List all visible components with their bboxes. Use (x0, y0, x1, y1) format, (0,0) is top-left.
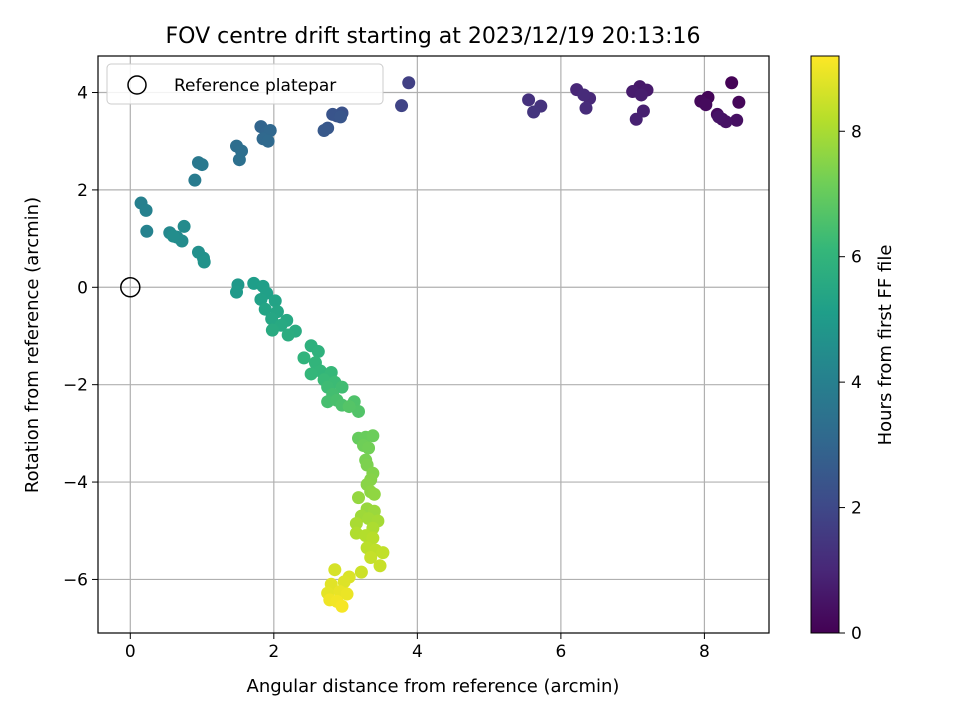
data-point (376, 546, 390, 560)
reference-platepar-marker (120, 277, 141, 298)
data-point (265, 312, 279, 326)
plot-grid (98, 56, 769, 633)
data-points (134, 76, 746, 613)
data-point (317, 123, 331, 137)
colorbar-tick-label: 4 (851, 373, 862, 393)
colorbar-tick-label: 6 (851, 248, 862, 268)
data-point (340, 587, 354, 601)
legend-marker-reference (127, 75, 147, 95)
legend-box (106, 63, 384, 105)
x-tick-label: 0 (125, 642, 136, 662)
data-point (402, 76, 416, 90)
data-point (354, 565, 368, 579)
x-tick-label: 2 (268, 642, 279, 662)
data-point (268, 294, 282, 308)
legend-label-reference: Reference platepar (174, 76, 336, 96)
data-point (140, 224, 154, 238)
plot-frame (97, 55, 770, 634)
y-axis-ticks: −6 −4 −2 0 2 4 (63, 84, 98, 590)
data-point (730, 113, 744, 127)
data-point (522, 93, 536, 107)
data-point (177, 219, 191, 233)
y-tick-label: 2 (77, 181, 88, 201)
data-point (367, 487, 381, 501)
colorbar-tick-label: 2 (851, 499, 862, 519)
x-axis-ticks: 0 2 4 6 8 (125, 633, 710, 662)
legend: Reference platepar (106, 63, 384, 105)
colorbar-gradient (810, 55, 840, 634)
y-tick-label: 0 (77, 278, 88, 298)
data-point (254, 292, 268, 306)
data-point (258, 302, 272, 316)
data-point (373, 559, 387, 573)
data-point (334, 110, 348, 124)
y-tick-label: −4 (63, 473, 88, 493)
y-tick-label: 4 (77, 84, 88, 104)
data-point (197, 255, 211, 269)
x-tick-label: 8 (699, 642, 710, 662)
y-tick-label: −2 (63, 376, 88, 396)
data-point (281, 328, 295, 342)
data-point (527, 105, 541, 119)
data-point (629, 112, 643, 126)
data-point (337, 575, 351, 589)
y-axis-label: Rotation from reference (arcmin) (22, 197, 43, 493)
data-point (166, 229, 180, 243)
data-point (311, 345, 325, 359)
chart-title: FOV centre drift starting at 2023/12/19 … (166, 24, 701, 49)
data-point (297, 351, 311, 365)
data-point (579, 101, 593, 115)
data-point (362, 441, 376, 455)
x-axis-label: Angular distance from reference (arcmin) (247, 676, 620, 697)
data-point (232, 153, 246, 167)
data-point (352, 491, 366, 505)
colorbar-ticks: 0 2 4 6 8 (839, 122, 862, 644)
data-point (634, 88, 648, 102)
data-point (335, 380, 349, 394)
data-point (230, 285, 244, 299)
data-point (265, 323, 279, 337)
data-point (699, 98, 713, 112)
data-point (261, 134, 275, 148)
data-point (395, 99, 409, 113)
colorbar: 0 2 4 6 8 Hours from first FF file (810, 55, 896, 644)
data-point (342, 400, 356, 414)
data-point (364, 551, 378, 565)
data-point (366, 429, 380, 443)
data-point (328, 563, 342, 577)
data-point (139, 203, 153, 217)
x-tick-label: 6 (555, 642, 566, 662)
colorbar-label: Hours from first FF file (875, 245, 896, 446)
data-point (188, 173, 202, 187)
data-point (349, 516, 363, 530)
data-point (335, 599, 349, 613)
data-point (577, 88, 591, 102)
data-point (195, 158, 209, 172)
data-point (304, 367, 318, 381)
y-tick-label: −6 (63, 570, 88, 590)
reference-marker-group (120, 277, 141, 298)
data-point (725, 76, 739, 90)
colorbar-tick-label: 8 (851, 122, 862, 142)
data-point (712, 110, 726, 124)
data-point (732, 95, 746, 109)
data-point (366, 531, 380, 545)
colorbar-tick-label: 0 (851, 624, 862, 644)
x-tick-label: 4 (412, 642, 423, 662)
